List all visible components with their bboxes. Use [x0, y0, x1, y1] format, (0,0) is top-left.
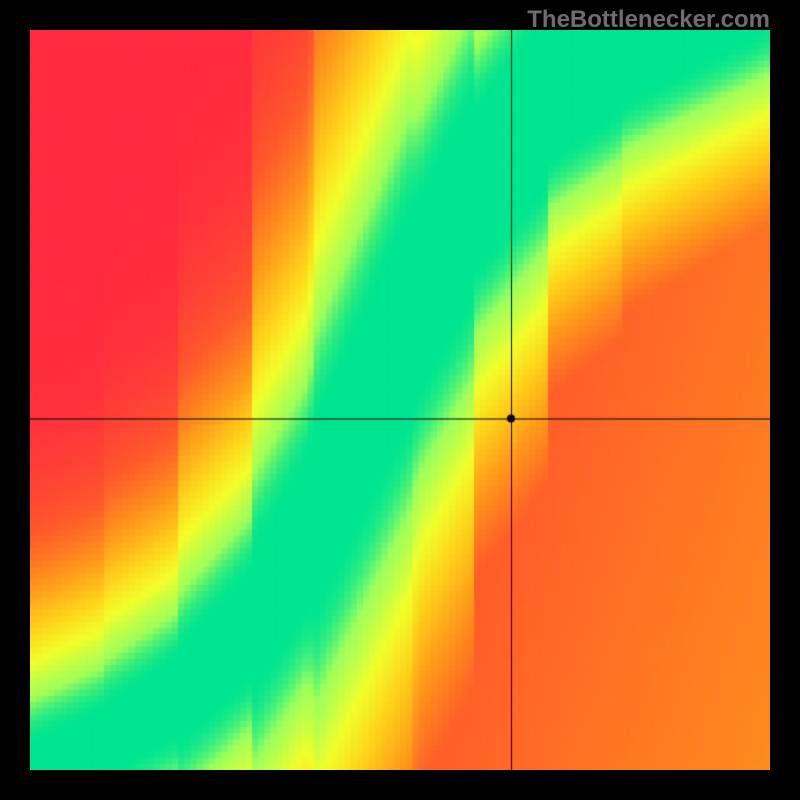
watermark-text: TheBottlenecker.com	[527, 6, 770, 34]
chart-container: TheBottlenecker.com	[0, 0, 800, 800]
heatmap-canvas	[30, 30, 770, 770]
